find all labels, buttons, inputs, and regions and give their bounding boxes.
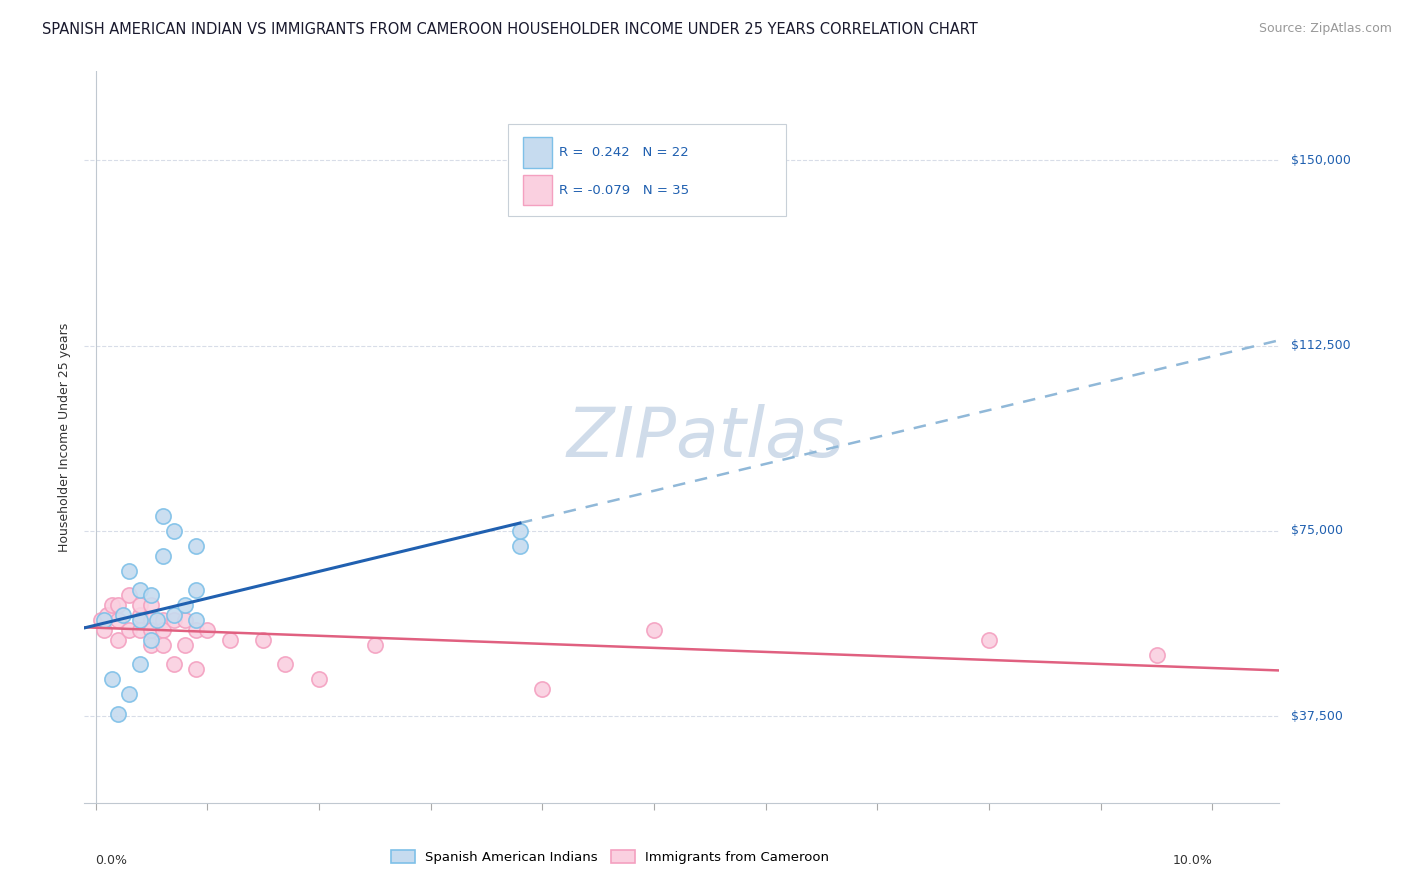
- Point: [1146, 648, 1168, 662]
- Point: [977, 632, 1000, 647]
- Point: [141, 598, 163, 612]
- Text: Source: ZipAtlas.com: Source: ZipAtlas.com: [1258, 22, 1392, 36]
- Point: [118, 687, 141, 701]
- Point: [184, 662, 207, 676]
- Text: ZIPatlas: ZIPatlas: [567, 403, 845, 471]
- Point: [118, 623, 141, 637]
- Text: 10.0%: 10.0%: [1173, 854, 1212, 867]
- Text: R =  0.242   N = 22: R = 0.242 N = 22: [558, 146, 689, 159]
- Text: $37,500: $37,500: [1291, 710, 1343, 723]
- Point: [129, 657, 152, 672]
- Point: [643, 623, 665, 637]
- Y-axis label: Householder Income Under 25 years: Householder Income Under 25 years: [58, 322, 72, 552]
- Point: [509, 524, 531, 538]
- Point: [107, 598, 129, 612]
- Point: [141, 638, 163, 652]
- Point: [90, 613, 112, 627]
- Point: [252, 632, 274, 647]
- Point: [107, 632, 129, 647]
- Point: [141, 588, 163, 602]
- Point: [152, 509, 174, 524]
- Point: [93, 613, 115, 627]
- Point: [163, 613, 186, 627]
- Point: [218, 632, 240, 647]
- Text: 0.0%: 0.0%: [96, 854, 128, 867]
- Point: [101, 598, 124, 612]
- Point: [141, 613, 163, 627]
- Text: $150,000: $150,000: [1291, 153, 1350, 167]
- Point: [184, 583, 207, 598]
- Point: [509, 539, 531, 553]
- Point: [152, 549, 174, 563]
- Point: [96, 607, 118, 622]
- Point: [129, 623, 152, 637]
- Point: [195, 623, 218, 637]
- Point: [118, 588, 141, 602]
- Point: [129, 607, 152, 622]
- Point: [308, 672, 330, 686]
- Point: [173, 598, 195, 612]
- Point: [101, 672, 124, 686]
- Text: R = -0.079   N = 35: R = -0.079 N = 35: [558, 184, 689, 196]
- Point: [141, 623, 163, 637]
- Point: [163, 607, 186, 622]
- Text: $75,000: $75,000: [1291, 524, 1343, 538]
- Point: [173, 613, 195, 627]
- Point: [184, 623, 207, 637]
- Point: [152, 638, 174, 652]
- Point: [107, 706, 129, 721]
- Point: [274, 657, 297, 672]
- Point: [129, 613, 152, 627]
- Text: $112,500: $112,500: [1291, 339, 1350, 352]
- Point: [129, 598, 152, 612]
- Point: [364, 638, 387, 652]
- Point: [531, 682, 554, 697]
- Point: [141, 632, 163, 647]
- Point: [184, 539, 207, 553]
- Legend: Spanish American Indians, Immigrants from Cameroon: Spanish American Indians, Immigrants fro…: [385, 845, 835, 870]
- Point: [107, 613, 129, 627]
- Point: [173, 638, 195, 652]
- Point: [184, 613, 207, 627]
- Point: [163, 657, 186, 672]
- Point: [93, 623, 115, 637]
- Point: [152, 613, 174, 627]
- Text: SPANISH AMERICAN INDIAN VS IMMIGRANTS FROM CAMEROON HOUSEHOLDER INCOME UNDER 25 : SPANISH AMERICAN INDIAN VS IMMIGRANTS FR…: [42, 22, 979, 37]
- Point: [152, 623, 174, 637]
- Point: [118, 564, 141, 578]
- Point: [129, 583, 152, 598]
- Point: [163, 524, 186, 538]
- Point: [112, 607, 135, 622]
- Point: [146, 613, 169, 627]
